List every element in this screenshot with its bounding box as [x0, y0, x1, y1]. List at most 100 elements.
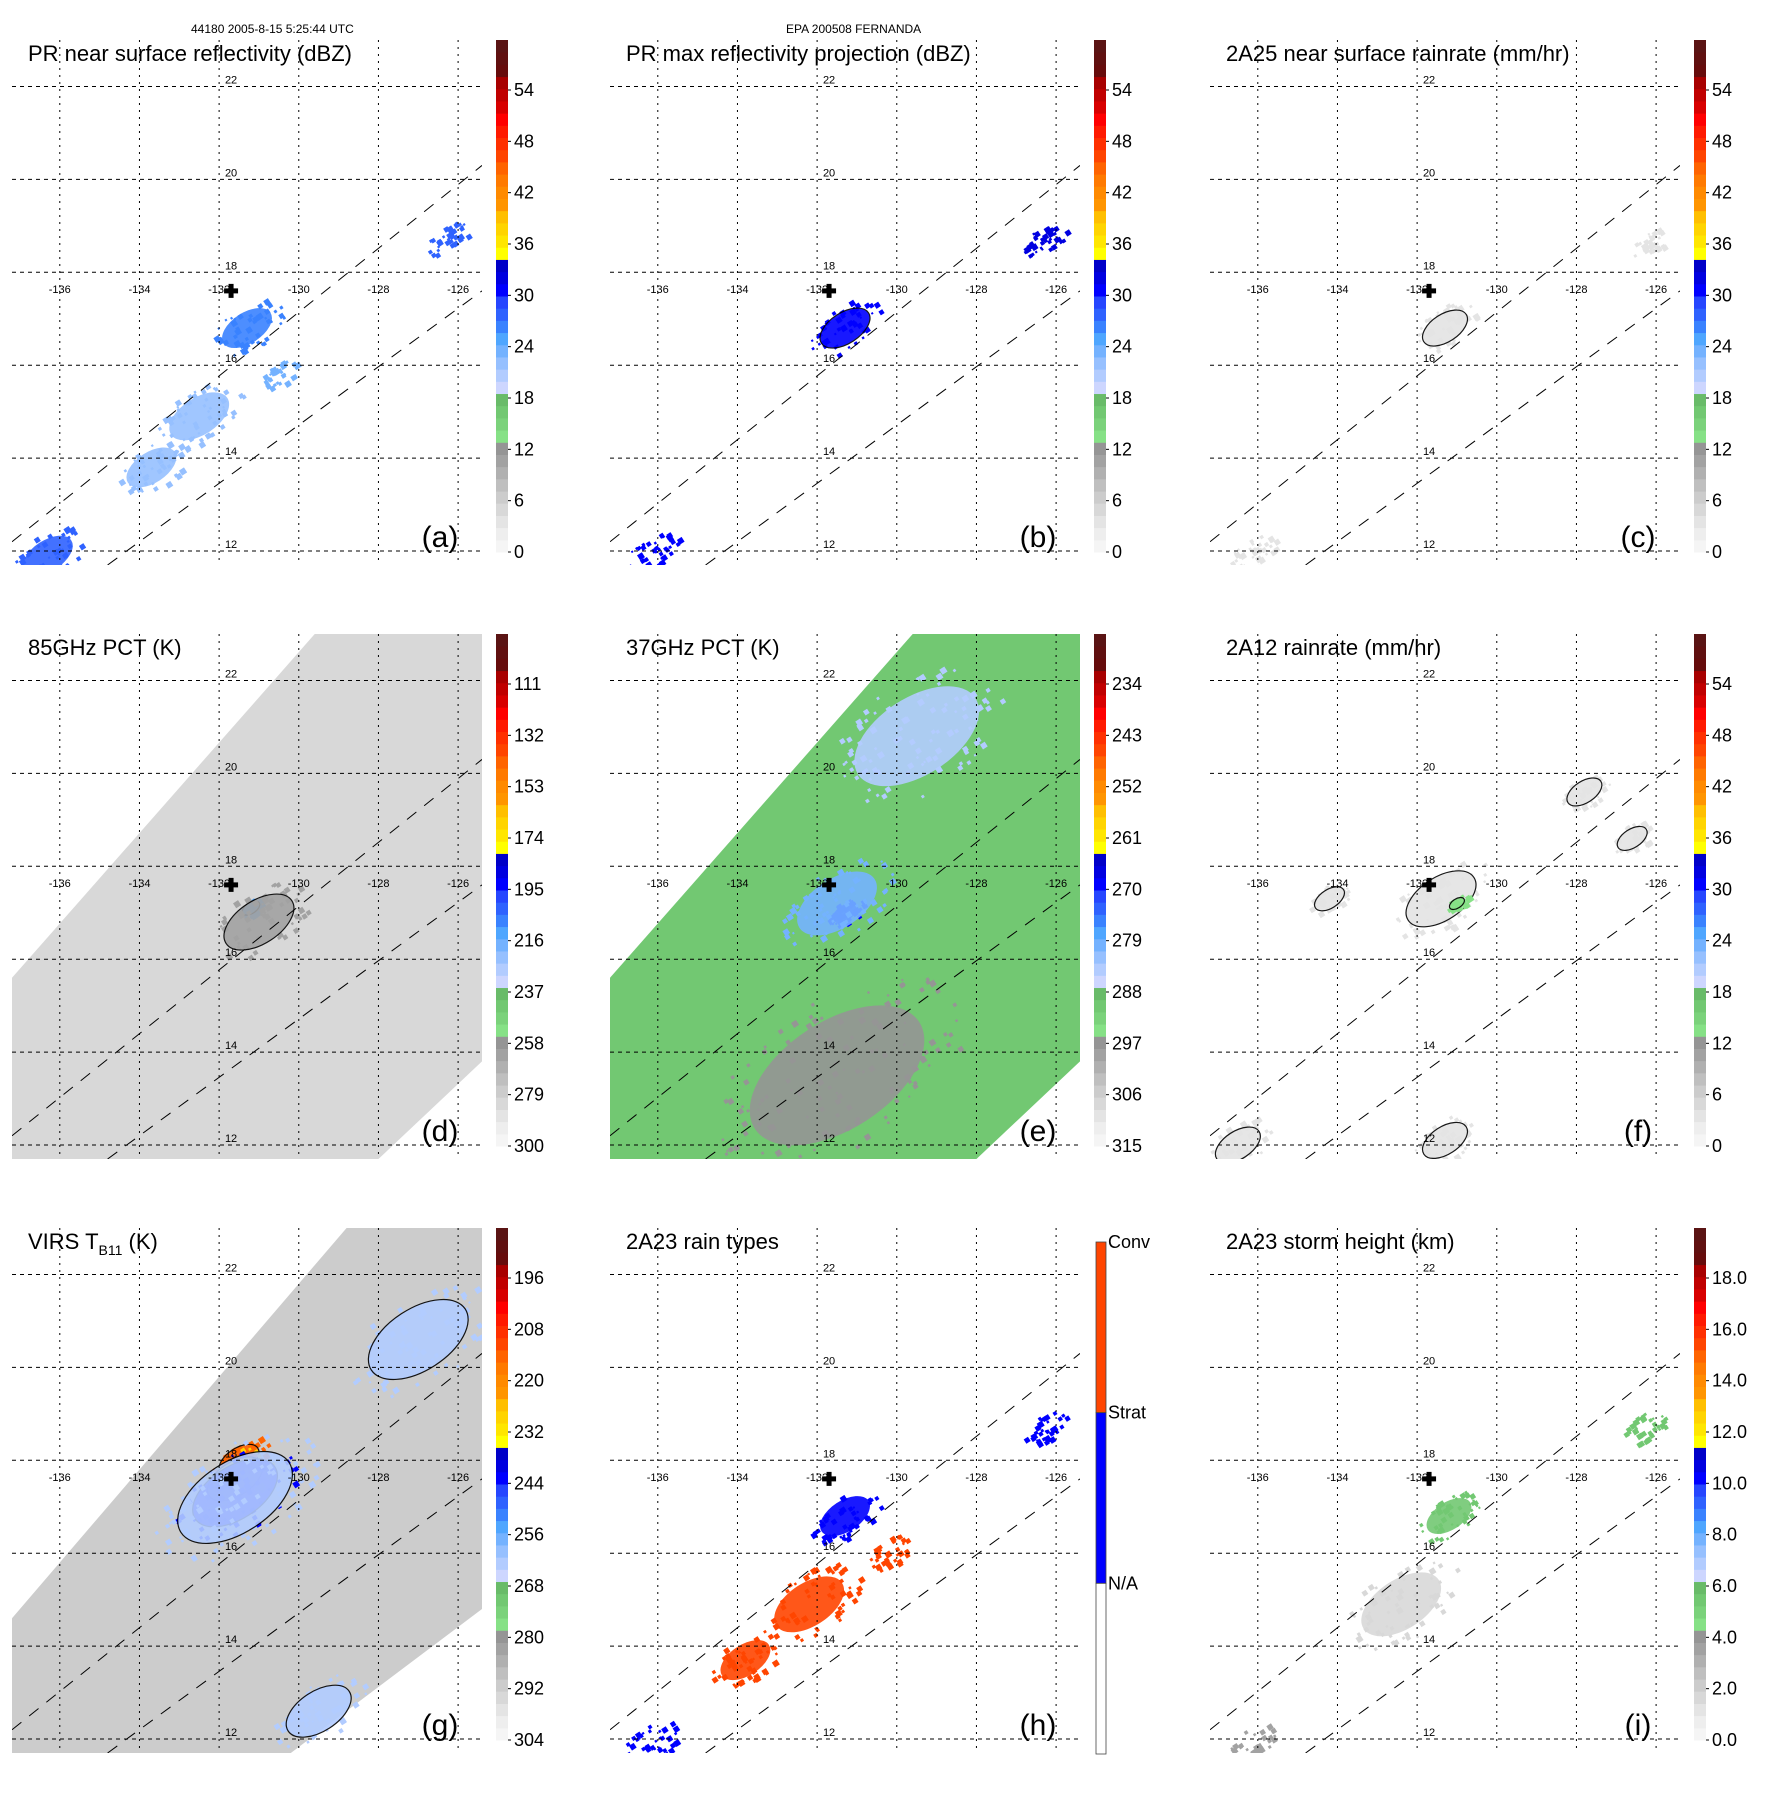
data-pixel	[658, 551, 664, 557]
rain-feature	[1417, 303, 1481, 355]
lon-tick-label: -136	[1247, 284, 1269, 296]
data-pixel	[353, 1692, 361, 1700]
colorbar-swatch	[1694, 235, 1706, 248]
colorbar-swatch	[1694, 332, 1706, 346]
lat-tick-label: 22	[1423, 1262, 1435, 1274]
data-pixel	[979, 741, 988, 750]
lon-tick-label: -136	[1247, 878, 1269, 890]
feature-core	[222, 308, 272, 349]
colorbar-swatch	[496, 768, 508, 781]
data-pixel	[918, 673, 927, 682]
data-pixel	[1041, 1436, 1047, 1442]
colorbar-swatch	[1094, 926, 1106, 940]
colorbar-swatch	[1694, 125, 1706, 139]
colorbar-swatch	[1094, 332, 1106, 346]
data-pixel	[668, 545, 673, 550]
lat-tick-label: 12	[1423, 1133, 1435, 1145]
lon-tick-label: -126	[1645, 1472, 1667, 1484]
data-pixel	[1631, 1428, 1640, 1436]
colorbar-swatch	[1694, 1496, 1706, 1509]
data-pixel	[1437, 1563, 1444, 1569]
lon-tick-label: -136	[49, 284, 71, 296]
colorbar-swatch	[1694, 694, 1706, 708]
colorbar-swatch	[1694, 1520, 1706, 1534]
data-pixel	[880, 860, 884, 864]
data-pixel	[257, 1436, 266, 1445]
data-pixel	[1435, 348, 1442, 355]
colorbar-swatch	[496, 442, 508, 455]
data-pixel	[900, 1537, 908, 1544]
colorbar-swatch	[496, 816, 508, 830]
lat-tick-label: 14	[823, 1634, 835, 1646]
colorbar-swatch	[496, 1618, 508, 1631]
data-pixel	[204, 383, 212, 391]
data-pixel	[760, 1151, 765, 1155]
data-pixel	[883, 1115, 888, 1120]
rain-feature	[1561, 774, 1612, 814]
panel-d: -136 -134 -132 -130 -128 -126 22 20 18 16 14 12 85GH…	[0, 622, 590, 1212]
data-pixel	[288, 1490, 297, 1499]
colorbar-tick-label: 258	[514, 1033, 544, 1053]
colorbar-swatch	[1094, 430, 1106, 443]
colorbar-swatch	[496, 865, 508, 879]
colorbar-tick-label: 0.0	[1712, 1730, 1737, 1750]
lat-tick-label: 22	[1423, 668, 1435, 680]
colorbar-tick-label: 30	[1112, 285, 1132, 305]
data-pixel	[868, 302, 875, 309]
data-pixel	[1043, 226, 1052, 234]
lat-tick-label: 14	[225, 1634, 237, 1646]
colorbar-tick-label: 12	[514, 439, 534, 459]
data-pixel	[157, 426, 163, 432]
data-pixel	[266, 377, 272, 382]
data-pixel	[791, 903, 797, 909]
map-chart-e: -136 -134 -132 -130 -128 -12622201816141237GH…	[610, 634, 1142, 1165]
data-pixel	[1059, 1424, 1065, 1430]
data-pixel	[904, 1537, 912, 1545]
data-pixel	[805, 1159, 811, 1165]
colorbar-swatch	[1694, 174, 1706, 187]
data-pixel	[636, 545, 642, 551]
colorbar-swatch	[1694, 1288, 1706, 1302]
data-pixel	[663, 1729, 668, 1733]
data-pixel	[452, 234, 459, 241]
colorbar-swatch	[1694, 963, 1706, 976]
data-pixel	[1042, 238, 1049, 244]
data-pixel	[430, 252, 437, 259]
data-pixel	[1030, 1432, 1039, 1441]
data-pixel	[1243, 1757, 1250, 1764]
feature-core	[819, 307, 871, 349]
colorbar-swatch	[1694, 1060, 1706, 1074]
panel-label: (d)	[422, 1115, 459, 1148]
colorbar-swatch	[496, 646, 508, 659]
colorbar-swatch	[1694, 1557, 1706, 1570]
data-pixel	[797, 1154, 803, 1159]
data-pixel	[948, 1032, 954, 1038]
storm-center-cross-icon	[1422, 1471, 1437, 1486]
data-pixel	[727, 1146, 735, 1153]
panel-b: -136 -134 -132 -130 -128 -126 22 20 18 16 14 12 PR m…	[598, 28, 1188, 618]
colorbar-swatch	[1694, 926, 1706, 940]
data-pixel	[63, 526, 72, 535]
data-pixel	[823, 877, 828, 882]
data-pixel	[985, 687, 991, 693]
colorbar-tick-label: 42	[514, 183, 534, 203]
data-pixel	[1412, 928, 1417, 933]
data-pixel	[1418, 1522, 1424, 1528]
colorbar-swatch	[1694, 210, 1706, 224]
data-pixel	[848, 299, 857, 308]
panel-label: (e)	[1020, 1115, 1057, 1148]
storm-center-cross-icon	[1422, 283, 1437, 298]
data-pixel	[842, 762, 846, 767]
data-pixel	[350, 1677, 358, 1685]
data-pixel	[1636, 1441, 1644, 1449]
map-chart-f: -136 -134 -132 -130 -128 -1262220181614122A12…	[1210, 634, 1732, 1159]
lon-tick-label: -126	[1645, 284, 1667, 296]
colorbar-swatch	[1694, 768, 1706, 781]
colorbar-swatch	[1694, 877, 1706, 891]
data-pixel	[1259, 1728, 1267, 1736]
colorbar-swatch	[1094, 40, 1106, 53]
data-pixel	[1445, 1537, 1450, 1541]
data-pixel	[711, 1669, 717, 1675]
colorbar-swatch	[1694, 743, 1706, 757]
